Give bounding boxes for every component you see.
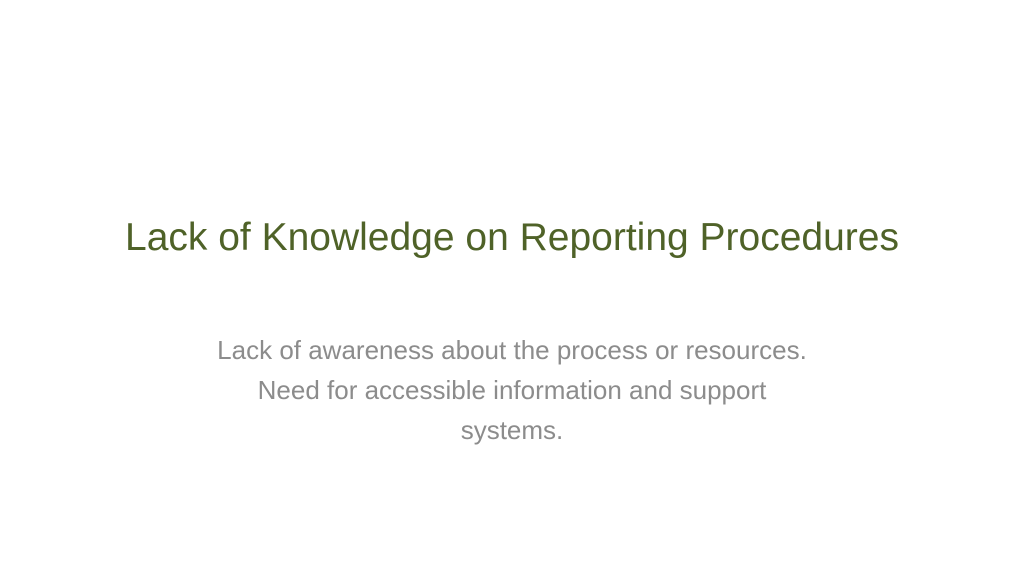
subtitle-line: systems. <box>460 415 564 445</box>
subtitle-line: Need for accessible information and supp… <box>257 375 767 405</box>
slide-subtitle: Lack of awareness about the process or r… <box>150 330 874 450</box>
slide-title: Lack of Knowledge on Reporting Procedure… <box>125 216 899 259</box>
subtitle-line: Lack of awareness about the process or r… <box>217 335 807 365</box>
